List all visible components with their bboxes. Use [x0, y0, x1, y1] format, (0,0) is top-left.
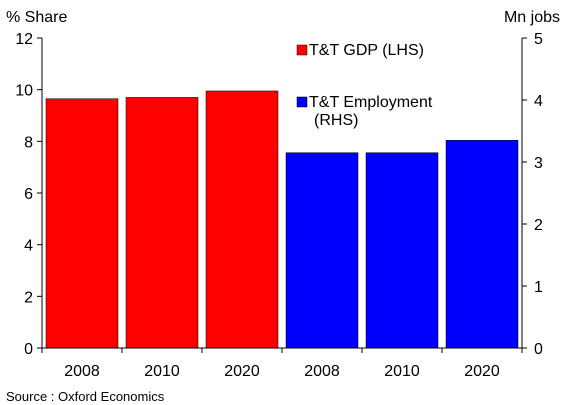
- left-tick-label: 0: [24, 341, 33, 358]
- source-note: Source : Oxford Economics: [6, 389, 165, 404]
- left-axis-unit-label: % Share: [6, 9, 67, 26]
- right-tick-label: 0: [534, 341, 543, 358]
- left-tick-label: 12: [15, 31, 33, 48]
- left-tick-label: 2: [24, 289, 33, 306]
- right-tick-label: 5: [534, 31, 543, 48]
- left-tick-label: 4: [24, 238, 33, 255]
- x-tick-label: 2010: [384, 363, 420, 380]
- bar-gdp: [45, 98, 119, 349]
- legend-label-employment: T&T Employment: [309, 94, 433, 111]
- legend-swatch-employment: [296, 96, 308, 108]
- bar-employment: [285, 152, 359, 349]
- right-tick-label: 4: [534, 93, 543, 110]
- right-tick-label: 3: [534, 155, 543, 172]
- x-tick-label: 2010: [144, 363, 180, 380]
- bars-group: [45, 90, 519, 349]
- left-tick-label: 6: [24, 186, 33, 203]
- right-tick-label: 1: [534, 279, 543, 296]
- legend-label-gdp: T&T GDP (LHS): [309, 42, 424, 59]
- left-tick-label: 8: [24, 134, 33, 151]
- x-tick-label: 2020: [464, 363, 500, 380]
- legend: T&T GDP (LHS) T&T Employment (RHS): [296, 42, 433, 129]
- right-tick-label: 2: [534, 217, 543, 234]
- bar-gdp: [125, 97, 199, 349]
- bar-gdp: [205, 90, 279, 349]
- legend-swatch-gdp: [296, 44, 308, 56]
- bar-employment: [445, 140, 519, 349]
- bar-employment: [365, 152, 439, 349]
- legend-label-employment-line2: (RHS): [314, 112, 358, 129]
- right-axis-unit-label: Mn jobs: [504, 9, 560, 26]
- x-tick-label: 2008: [304, 363, 340, 380]
- x-tick-label: 2008: [64, 363, 100, 380]
- x-tick-label: 2020: [224, 363, 260, 380]
- left-tick-label: 10: [15, 83, 33, 100]
